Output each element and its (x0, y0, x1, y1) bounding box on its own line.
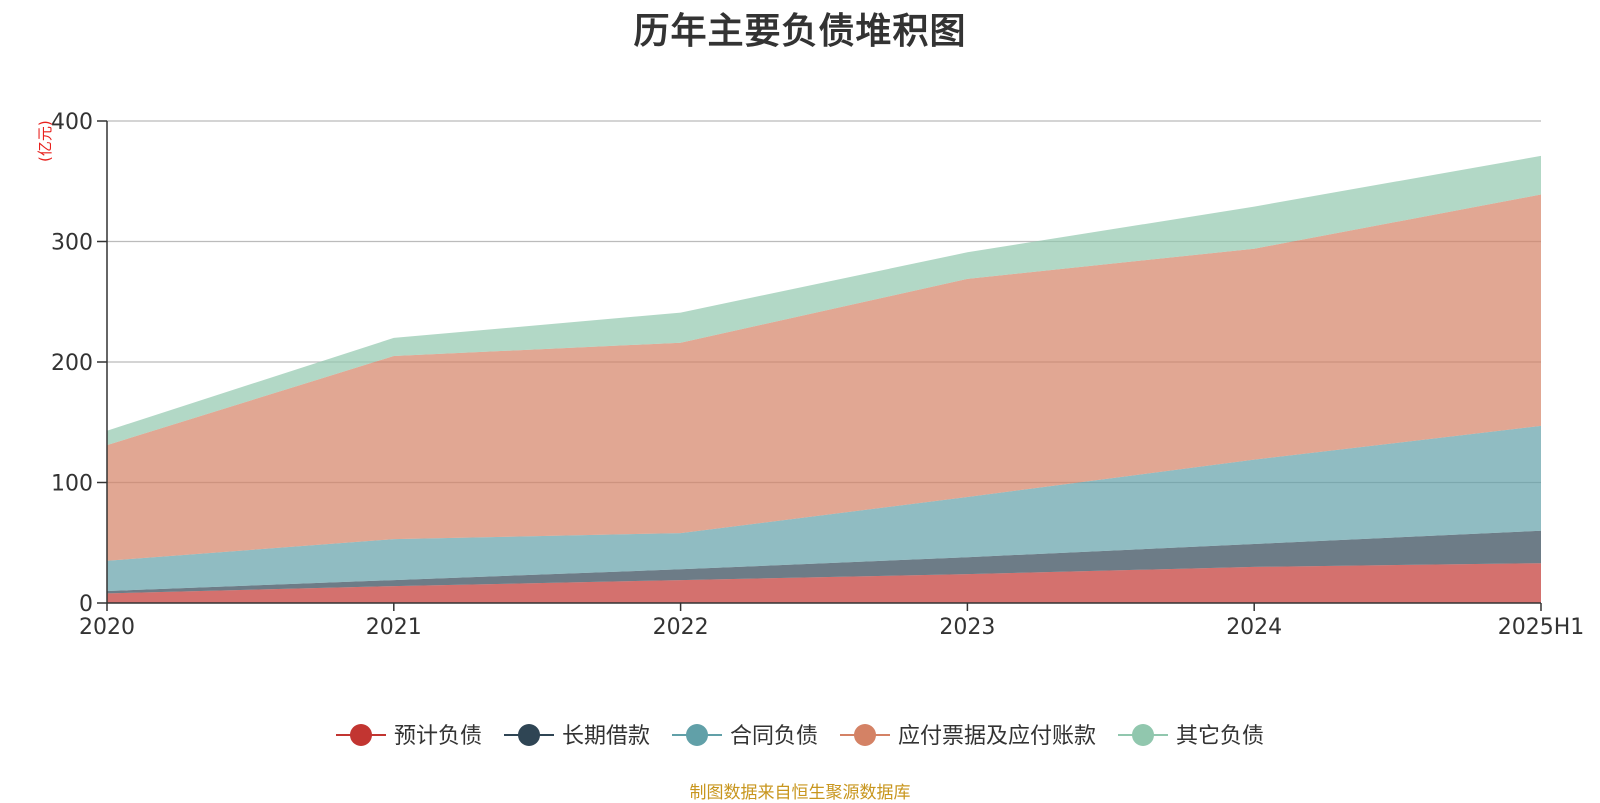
legend-item-1: 预计负债 (335, 724, 482, 749)
x-tick-label: 2024 (1226, 615, 1282, 640)
legend-label: 长期借款 (562, 724, 650, 749)
legend-item-5: 其它负债 (1118, 724, 1264, 749)
legend-marker (853, 724, 876, 746)
legend-label: 预计负债 (394, 724, 482, 749)
x-tick-label: 2022 (653, 615, 709, 640)
axes: 0 100 200 300 400 2020 2021 2022 2023 2024 2025H1 (51, 110, 1584, 640)
legend-label: 合同负债 (730, 724, 818, 749)
y-tick-label: 200 (51, 351, 93, 376)
area-series-2 (107, 530, 1541, 594)
area-series-4 (107, 194, 1541, 561)
area-series-5 (107, 155, 1541, 446)
y-axis-unit: (亿元) (36, 120, 54, 162)
area-series-1 (107, 563, 1541, 603)
legend-marker (1132, 724, 1155, 746)
y-tick-label: 0 (79, 592, 93, 617)
y-tick-label: 300 (51, 231, 93, 256)
area-series-3 (107, 425, 1541, 591)
legend-label: 应付票据及应付账款 (898, 724, 1096, 749)
legend: 预计负债 长期借款 合同负债 应付票据及应付账款 其它负债 (335, 724, 1264, 749)
chart-title: 历年主要负债堆积图 (633, 11, 967, 52)
x-tick-label: 2021 (366, 615, 422, 640)
area-series (107, 155, 1541, 603)
legend-marker (517, 724, 540, 746)
legend-label: 其它负债 (1176, 724, 1264, 749)
y-tick-label: 400 (51, 110, 93, 135)
legend-item-3: 合同负债 (671, 724, 818, 749)
source-note: 制图数据来自恒生聚源数据库 (689, 783, 911, 803)
y-tick-label: 100 (51, 472, 93, 497)
x-tick-label: 2025H1 (1498, 615, 1585, 640)
x-tick-label: 2023 (939, 615, 995, 640)
legend-item-4: 应付票据及应付账款 (839, 724, 1096, 749)
x-tick-label: 2020 (79, 615, 135, 640)
legend-marker (349, 724, 372, 746)
legend-item-2: 长期借款 (503, 724, 650, 749)
legend-marker (685, 724, 708, 746)
